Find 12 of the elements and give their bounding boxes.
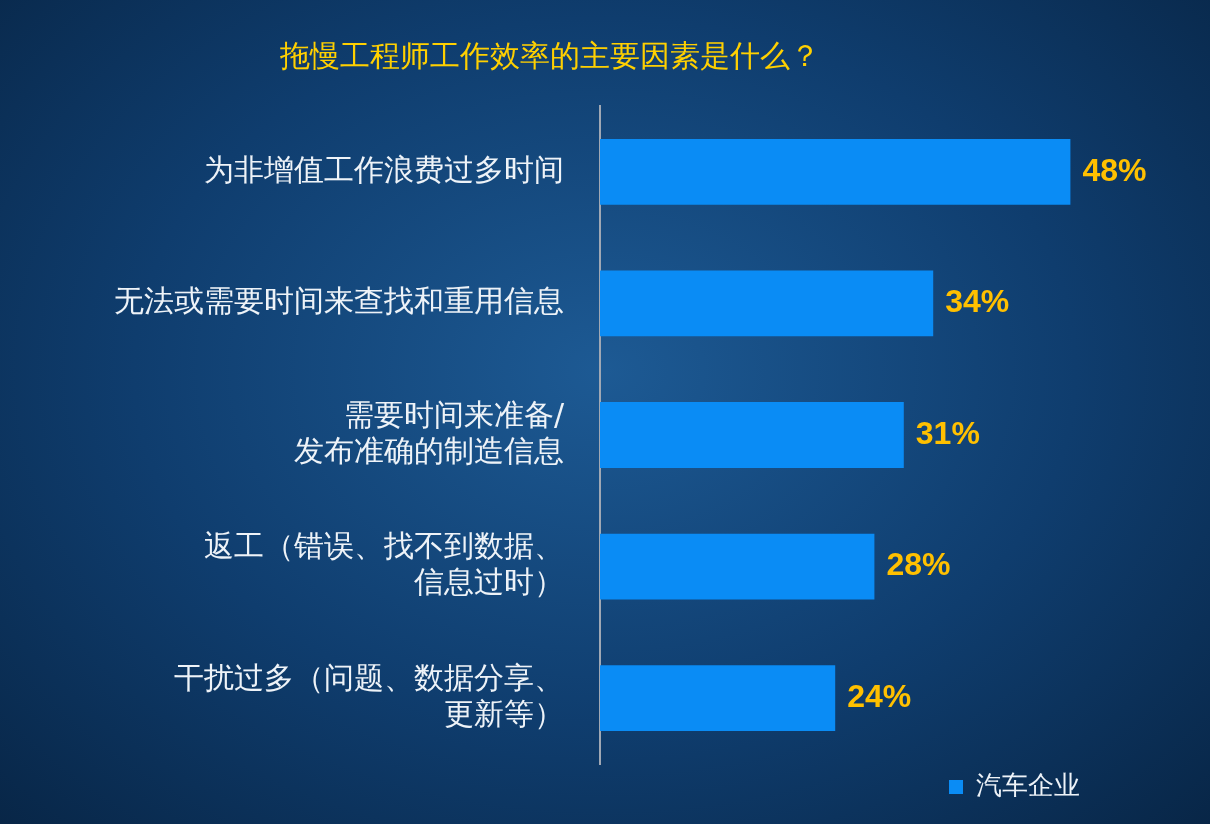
y-tick-label: 干扰过多（问题、数据分享、更新等）	[174, 660, 564, 731]
y-tick-label: 需要时间来准备/发布准确的制造信息	[294, 396, 565, 468]
chart-title: 拖慢工程师工作效率的主要因素是什么？	[279, 37, 820, 73]
data-label: 31%	[915, 414, 980, 451]
data-label: 24%	[847, 678, 912, 715]
y-tick-label: 无法或需要时间来查找和重用信息	[114, 283, 564, 319]
data-label: 34%	[945, 283, 1010, 320]
data-label: 48%	[1082, 151, 1147, 188]
y-tick-label: 为非增值工作浪费过多时间	[204, 151, 564, 187]
data-label: 28%	[886, 546, 951, 583]
y-tick-label: 返工（错误、找不到数据、信息过时）	[204, 528, 564, 600]
legend-label: 汽车企业	[976, 769, 1080, 800]
